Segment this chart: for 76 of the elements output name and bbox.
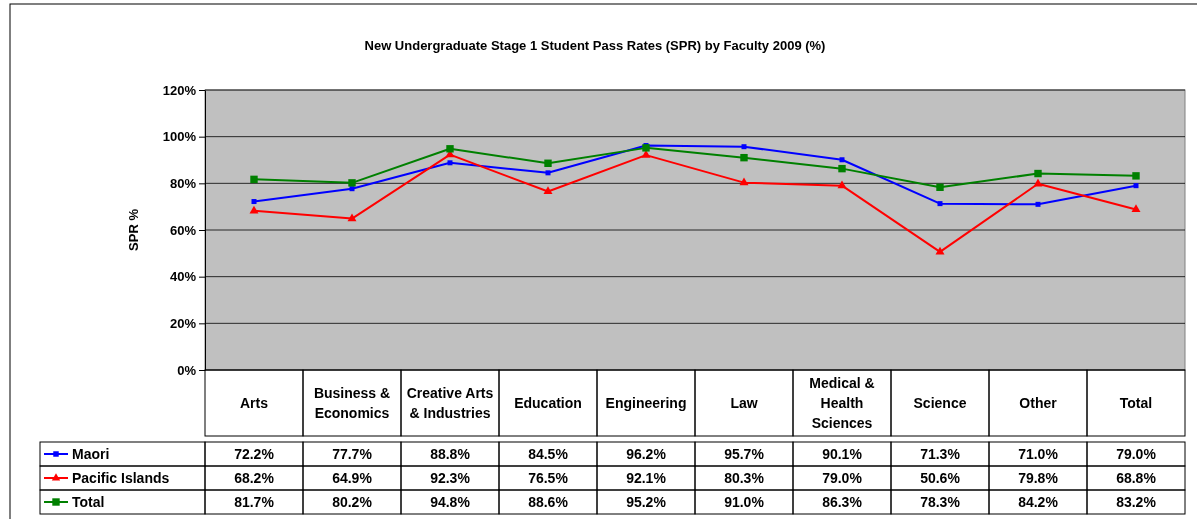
legend-label: Maori [72,446,110,462]
point [250,175,258,184]
data-label: 72.2% [234,446,275,462]
data-label: 71.3% [920,446,961,462]
point [545,170,551,176]
x-tick-label: Creative Arts & Industries [406,385,494,421]
data-label: 79.0% [822,470,863,486]
x-tick-label: Business & Economics [313,385,391,421]
point [741,144,747,150]
data-label: 83.2% [1116,494,1157,510]
data-label: 50.6% [920,470,961,486]
y-tick-label: 80% [169,175,197,191]
y-tick-label: 40% [169,269,197,285]
data-label: 64.9% [332,470,373,486]
point [1035,201,1041,207]
x-tick-label: Law [730,395,758,411]
y-tick-label: 0% [177,362,197,378]
legend-label: Total [72,494,105,510]
data-label: 95.7% [724,446,765,462]
point [740,153,748,162]
point [837,180,847,189]
x-tick-label: Other [1019,395,1058,411]
x-tick-label: Arts [239,395,269,411]
point [1132,172,1140,180]
x-tick-label: Science [913,395,967,411]
y-tick-label: 120% [162,82,197,98]
data-label: 80.2% [332,494,373,510]
point [251,199,257,205]
data-label: 76.5% [528,470,569,486]
legend-label: Pacific Islands [72,470,170,486]
point [936,183,944,192]
data-label: 96.2% [626,446,667,462]
data-label: 77.7% [332,446,373,462]
x-tick-label: Engineering [605,395,687,411]
y-tick-label: 20% [169,315,197,331]
point [446,145,454,153]
y-tick-label: 100% [162,129,197,145]
x-tick-label: Total [1119,395,1153,411]
point [1133,183,1139,189]
x-tick-label: Medical & Health Sciences [809,375,875,431]
data-label: 88.6% [528,494,569,510]
point [347,213,357,222]
y-axis-title: SPR % [126,208,141,251]
x-tick-label: Education [514,395,582,411]
point [447,160,453,166]
data-label: 80.3% [724,470,765,486]
data-label: 71.0% [1018,446,1059,462]
chart-title: New Undergraduate Stage 1 Student Pass Rates (SPR) by Faculty 2009 (%) [364,38,826,53]
data-label: 94.8% [430,494,471,510]
data-label: 78.3% [920,494,961,510]
point [739,177,749,186]
data-label: 91.0% [724,494,765,510]
data-label: 88.8% [430,446,471,462]
point [543,186,553,195]
point [348,179,356,187]
data-label: 92.3% [430,470,471,486]
data-label: 84.2% [1018,494,1059,510]
point [1131,204,1141,213]
point [1033,178,1043,187]
data-label: 81.7% [234,494,275,510]
data-label: 68.2% [234,470,275,486]
point [1034,169,1042,178]
data-label: 95.2% [626,494,667,510]
point [544,159,552,167]
point [935,246,945,255]
data-label: 92.1% [626,470,667,486]
data-label: 68.8% [1116,470,1157,486]
data-label: 86.3% [822,494,863,510]
data-label: 79.8% [1018,470,1059,486]
y-tick-label: 60% [169,222,197,238]
point [839,157,845,163]
data-label: 90.1% [822,446,863,462]
point [937,201,943,207]
data-label: 79.0% [1116,446,1157,462]
point [838,164,846,173]
data-label: 84.5% [528,446,569,462]
